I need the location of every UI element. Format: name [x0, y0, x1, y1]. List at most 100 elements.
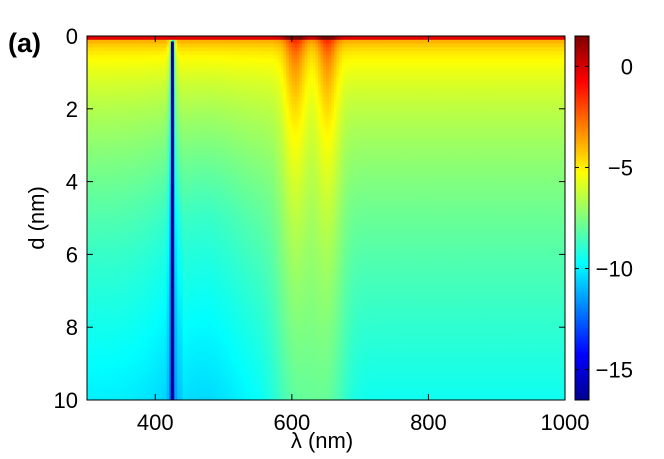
- heatmap-cell: [389, 51, 393, 56]
- heatmap-cell: [519, 43, 524, 48]
- heatmap-cell: [424, 39, 428, 45]
- heatmap-cell: [275, 36, 279, 41]
- heatmap-cell: [320, 36, 324, 41]
- heatmap-cell: [275, 47, 279, 52]
- heatmap-cell: [267, 51, 271, 56]
- heatmap-cell: [525, 47, 529, 52]
- heatmap-cell: [336, 54, 340, 60]
- heatmap-cell: [214, 36, 218, 41]
- heatmap-cell: [233, 51, 237, 56]
- heatmap-cell: [190, 39, 194, 45]
- heatmap-cell: [238, 39, 242, 45]
- heatmap-cell: [458, 47, 463, 52]
- heatmap-cell: [368, 39, 372, 45]
- heatmap-cell: [541, 43, 545, 48]
- heatmap-cell: [89, 47, 93, 52]
- heatmap-cell: [392, 51, 396, 56]
- heatmap-cell: [248, 47, 253, 52]
- heatmap-cell: [517, 43, 521, 48]
- panel-label: (a): [8, 28, 41, 58]
- heatmap-cell: [331, 43, 335, 48]
- heatmap-cell: [302, 47, 306, 52]
- heatmap-cell: [315, 36, 319, 41]
- heatmap-cell: [267, 47, 271, 52]
- heatmap-cell: [363, 47, 367, 52]
- heatmap-cell: [487, 43, 492, 48]
- heatmap-cell: [264, 54, 269, 60]
- heatmap-cell: [296, 36, 301, 41]
- heatmap-cell: [477, 43, 481, 48]
- heatmap-cell: [222, 39, 226, 45]
- heatmap-cell: [456, 39, 460, 45]
- heatmap-cell: [410, 39, 415, 45]
- heatmap-cell: [270, 43, 274, 48]
- heatmap-cell: [509, 51, 513, 56]
- heatmap-cell: [222, 36, 226, 41]
- heatmap-cell: [145, 54, 149, 60]
- heatmap-cell: [227, 36, 231, 41]
- heatmap-cell: [235, 47, 239, 52]
- heatmap-cell: [142, 51, 147, 56]
- heatmap-cell: [349, 47, 354, 52]
- heatmap-cell: [546, 47, 550, 52]
- heatmap-cell: [328, 51, 332, 56]
- heatmap-cell: [211, 39, 216, 45]
- heatmap-cell: [94, 43, 99, 48]
- heatmap-cell: [203, 43, 208, 48]
- heatmap-cell: [379, 47, 383, 52]
- heatmap-cell: [363, 51, 367, 56]
- heatmap-cell: [89, 51, 93, 56]
- heatmap-cell: [97, 54, 101, 60]
- heatmap-cell: [376, 36, 380, 41]
- heatmap-cell: [519, 36, 524, 41]
- heatmap-cell: [405, 51, 409, 56]
- heatmap-cell: [102, 43, 107, 48]
- heatmap-cell: [413, 47, 417, 52]
- heatmap-cell: [416, 51, 420, 56]
- heatmap-cell: [480, 51, 484, 56]
- heatmap-cell: [445, 43, 449, 48]
- heatmap-cell: [559, 36, 563, 41]
- heatmap-cell: [490, 47, 494, 52]
- heatmap-cell: [456, 36, 460, 41]
- heatmap-cell: [341, 51, 346, 56]
- heatmap-cell: [546, 51, 550, 56]
- heatmap-cell: [418, 36, 423, 41]
- heatmap-cell: [472, 39, 476, 45]
- heatmap-cell: [280, 51, 285, 56]
- heatmap-cell: [533, 51, 537, 56]
- heatmap-cell: [387, 43, 391, 48]
- heatmap-cell: [400, 39, 404, 45]
- heatmap-cell: [517, 47, 521, 52]
- heatmap-cell: [530, 47, 534, 52]
- heatmap-cell: [102, 36, 107, 41]
- heatmap-cell: [541, 47, 545, 52]
- heatmap-cell: [134, 54, 139, 60]
- heatmap-cell: [254, 54, 258, 60]
- heatmap-cell: [187, 39, 192, 45]
- heatmap-cell: [339, 51, 343, 56]
- heatmap-cell: [302, 54, 306, 60]
- heatmap-cell: [286, 36, 290, 41]
- heatmap-cell: [328, 36, 332, 41]
- heatmap-cell: [501, 47, 505, 52]
- heatmap-cell: [134, 51, 139, 56]
- heatmap-cell: [405, 36, 409, 41]
- heatmap-cell: [166, 36, 170, 41]
- heatmap-cell: [395, 51, 399, 56]
- heatmap-cell: [373, 51, 378, 56]
- heatmap-cell: [363, 43, 367, 48]
- heatmap-cell: [357, 36, 362, 41]
- heatmap-cell: [355, 39, 359, 45]
- heatmap-cell: [145, 47, 149, 52]
- heatmap-cell: [493, 47, 497, 52]
- heatmap-cell: [259, 54, 263, 60]
- heatmap-cell: [246, 51, 250, 56]
- heatmap-cell: [506, 36, 510, 41]
- heatmap-cell: [344, 47, 348, 52]
- heatmap-cell: [195, 47, 200, 52]
- heatmap-cell: [450, 51, 455, 56]
- heatmap-cell: [437, 39, 441, 45]
- heatmap-cell: [490, 36, 494, 41]
- heatmap-cell: [280, 36, 285, 41]
